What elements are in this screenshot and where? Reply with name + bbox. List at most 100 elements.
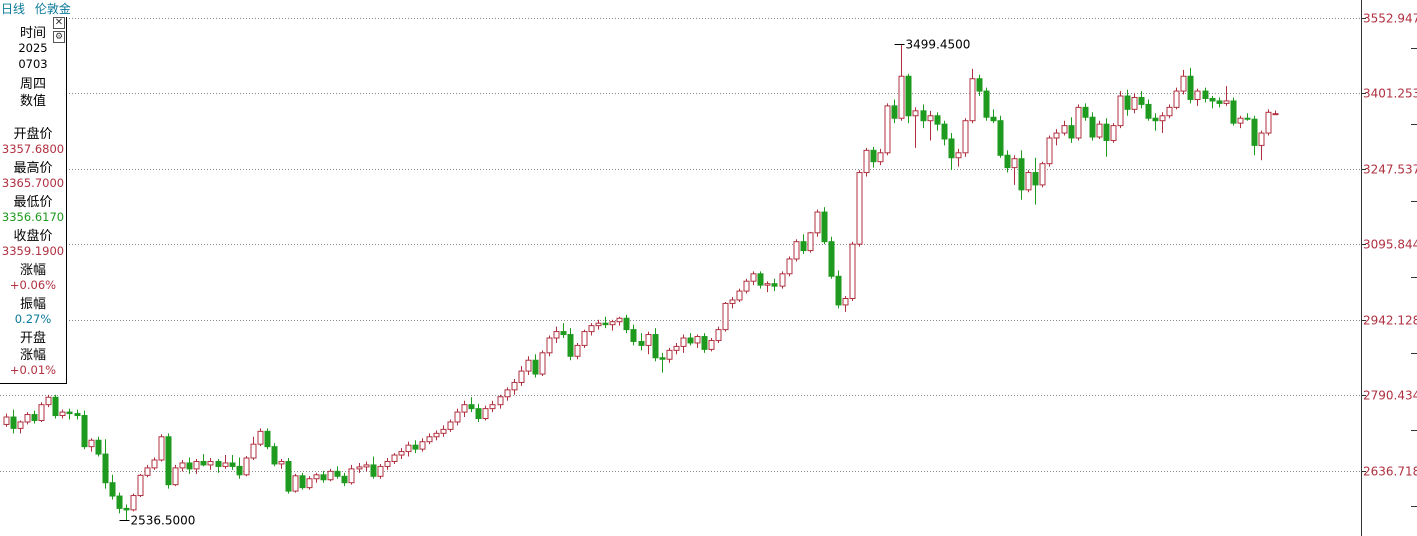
candle[interactable] [694, 334, 701, 348]
candle[interactable] [666, 347, 673, 363]
candle[interactable] [475, 403, 482, 422]
candle[interactable] [341, 472, 348, 487]
candle[interactable] [736, 288, 743, 302]
candle[interactable] [271, 443, 278, 467]
candle[interactable] [1103, 118, 1110, 157]
candle[interactable] [45, 394, 52, 408]
candle[interactable] [863, 147, 870, 177]
candle[interactable] [454, 408, 461, 426]
candle[interactable] [59, 409, 66, 419]
candle[interactable] [109, 474, 116, 500]
candle[interactable] [595, 319, 602, 330]
candle[interactable] [1230, 97, 1237, 126]
candle[interactable] [1011, 155, 1018, 185]
candle[interactable] [299, 472, 306, 490]
candle[interactable] [95, 436, 102, 457]
candle[interactable] [327, 468, 334, 482]
candle[interactable] [1272, 110, 1279, 116]
candle[interactable] [652, 328, 659, 362]
candle[interactable] [1265, 109, 1272, 136]
candle[interactable] [165, 433, 172, 489]
candle[interactable] [553, 326, 560, 343]
candle[interactable] [426, 433, 433, 445]
candle[interactable] [912, 107, 919, 148]
candle[interactable] [1202, 87, 1209, 103]
candle[interactable] [1173, 87, 1180, 110]
candle[interactable] [560, 323, 567, 339]
candle[interactable] [969, 68, 976, 124]
gear-icon[interactable]: ⚙ [53, 31, 65, 43]
candle[interactable] [1082, 103, 1089, 121]
candle[interactable] [659, 352, 666, 373]
candle[interactable] [489, 400, 496, 413]
candle[interactable] [807, 231, 814, 253]
candle[interactable] [828, 236, 835, 279]
candle[interactable] [750, 271, 757, 286]
candle[interactable] [461, 400, 468, 418]
candle[interactable] [835, 270, 842, 309]
candle[interactable] [504, 387, 511, 401]
candle[interactable] [497, 394, 504, 409]
candle[interactable] [3, 413, 10, 427]
candle[interactable] [941, 120, 948, 146]
candle[interactable] [722, 301, 729, 332]
candle[interactable] [1244, 113, 1251, 121]
candle[interactable] [1039, 161, 1046, 188]
candle[interactable] [1209, 96, 1216, 109]
candle[interactable] [729, 297, 736, 309]
candle[interactable] [743, 278, 750, 294]
candle[interactable] [779, 271, 786, 289]
candle[interactable] [884, 103, 891, 156]
candle[interactable] [757, 271, 764, 289]
candle[interactable] [348, 464, 355, 485]
candle[interactable] [229, 455, 236, 470]
candle[interactable] [532, 354, 539, 378]
candle[interactable] [137, 473, 144, 498]
candle[interactable] [313, 472, 320, 483]
candle[interactable] [1096, 120, 1103, 139]
candle[interactable] [1166, 104, 1173, 119]
candle[interactable] [144, 464, 151, 478]
candle[interactable] [66, 408, 73, 420]
candle[interactable] [990, 109, 997, 124]
candle[interactable] [870, 146, 877, 168]
candle[interactable] [1251, 115, 1258, 156]
candle[interactable] [821, 207, 828, 245]
candle[interactable] [257, 428, 264, 447]
candle[interactable] [207, 458, 214, 470]
candle[interactable] [151, 457, 158, 470]
candle[interactable] [243, 456, 250, 477]
candle[interactable] [264, 428, 271, 450]
candle[interactable] [31, 410, 38, 424]
candle[interactable] [236, 457, 243, 479]
candle[interactable] [645, 331, 652, 355]
candle[interactable] [1025, 170, 1032, 193]
candle[interactable] [708, 338, 715, 352]
candle[interactable] [976, 74, 983, 97]
candle[interactable] [74, 409, 81, 420]
candle[interactable] [1046, 135, 1053, 167]
candle[interactable] [1018, 150, 1025, 200]
candle[interactable] [158, 434, 165, 462]
candle[interactable] [856, 170, 863, 247]
candle[interactable] [511, 378, 518, 395]
candle[interactable] [609, 319, 616, 331]
candle[interactable] [320, 470, 327, 483]
candle[interactable] [786, 256, 793, 277]
candle[interactable] [1159, 112, 1166, 134]
candle[interactable] [673, 342, 680, 355]
candle[interactable] [955, 148, 962, 167]
candle[interactable] [24, 412, 31, 425]
candle[interactable] [1061, 120, 1068, 136]
candle[interactable] [285, 458, 292, 494]
close-icon[interactable]: ✕ [53, 17, 65, 29]
candle[interactable] [391, 453, 398, 464]
candle[interactable] [567, 328, 574, 361]
candle[interactable] [88, 438, 95, 452]
symbol-label[interactable]: 伦敦金 [34, 2, 71, 16]
candle[interactable] [630, 324, 637, 346]
candle[interactable] [934, 112, 941, 131]
candle[interactable] [123, 504, 130, 520]
candle[interactable] [948, 133, 955, 171]
